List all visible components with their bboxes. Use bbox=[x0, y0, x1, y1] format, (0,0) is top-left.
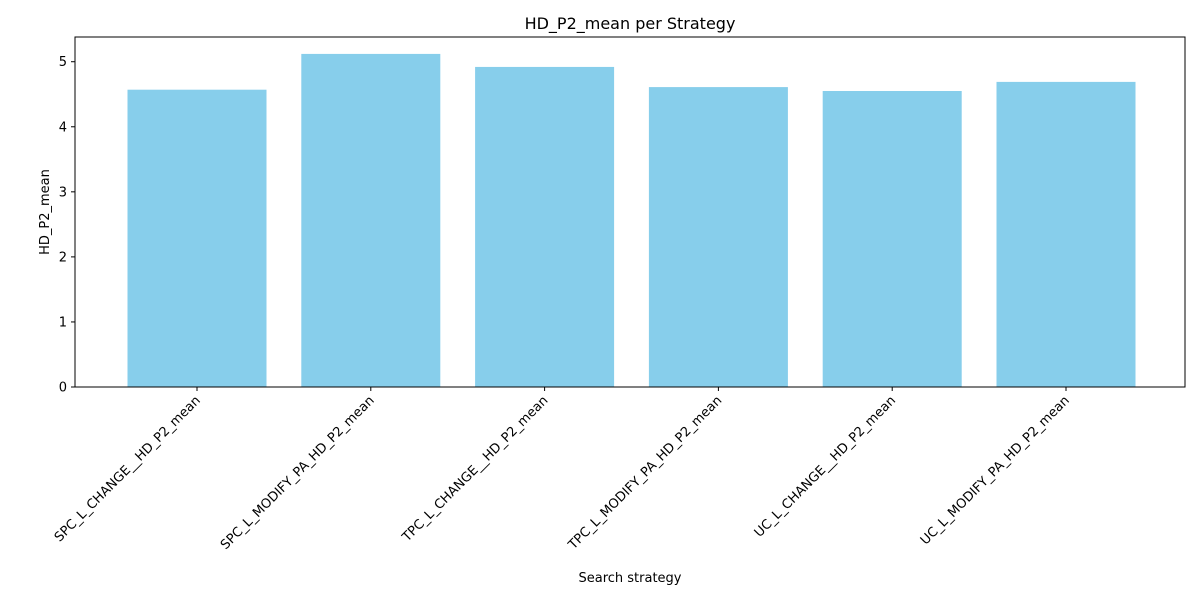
y-tick-label: 1 bbox=[59, 315, 67, 330]
x-tick-label: SPC_L_CHANGE__HD_P2_mean bbox=[52, 393, 204, 545]
bar bbox=[822, 90, 962, 388]
plot-frame bbox=[74, 36, 1186, 388]
y-tick-label: 5 bbox=[59, 55, 67, 70]
y-tick-label: 0 bbox=[59, 381, 67, 396]
y-tick-label: 3 bbox=[59, 185, 67, 200]
x-axis-title: Search strategy bbox=[578, 571, 681, 586]
y-axis: 0 1 2 3 4 5 bbox=[59, 55, 75, 396]
bar bbox=[648, 87, 788, 388]
chart-title: HD_P2_mean per Strategy bbox=[525, 14, 736, 34]
x-tick-label: UC_L_MODIFY_PA_HD_P2_mean bbox=[918, 393, 1073, 548]
x-tick-label: TPC_L_MODIFY_PA_HD_P2_mean bbox=[565, 393, 725, 553]
bar bbox=[127, 89, 267, 388]
x-tick-label: UC_L_CHANGE__HD_P2_mean bbox=[752, 393, 899, 540]
x-tick-label: SPC_L_MODIFY_PA_HD_P2_mean bbox=[218, 393, 378, 553]
bars-group bbox=[127, 53, 1136, 388]
x-tick-label: TPC_L_CHANGE__HD_P2_mean bbox=[399, 393, 551, 545]
y-axis-title: HD_P2_mean bbox=[38, 169, 53, 255]
y-tick-label: 4 bbox=[59, 120, 67, 135]
bar bbox=[475, 66, 615, 387]
y-tick-label: 2 bbox=[59, 250, 67, 265]
x-axis: SPC_L_CHANGE__HD_P2_mean SPC_L_MODIFY_PA_… bbox=[52, 387, 1073, 553]
bar bbox=[996, 81, 1136, 387]
bar bbox=[301, 53, 441, 388]
